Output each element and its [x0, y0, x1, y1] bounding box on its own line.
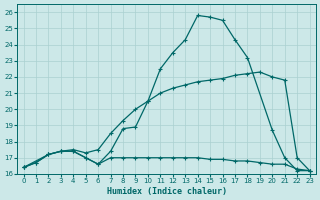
X-axis label: Humidex (Indice chaleur): Humidex (Indice chaleur) — [107, 187, 227, 196]
